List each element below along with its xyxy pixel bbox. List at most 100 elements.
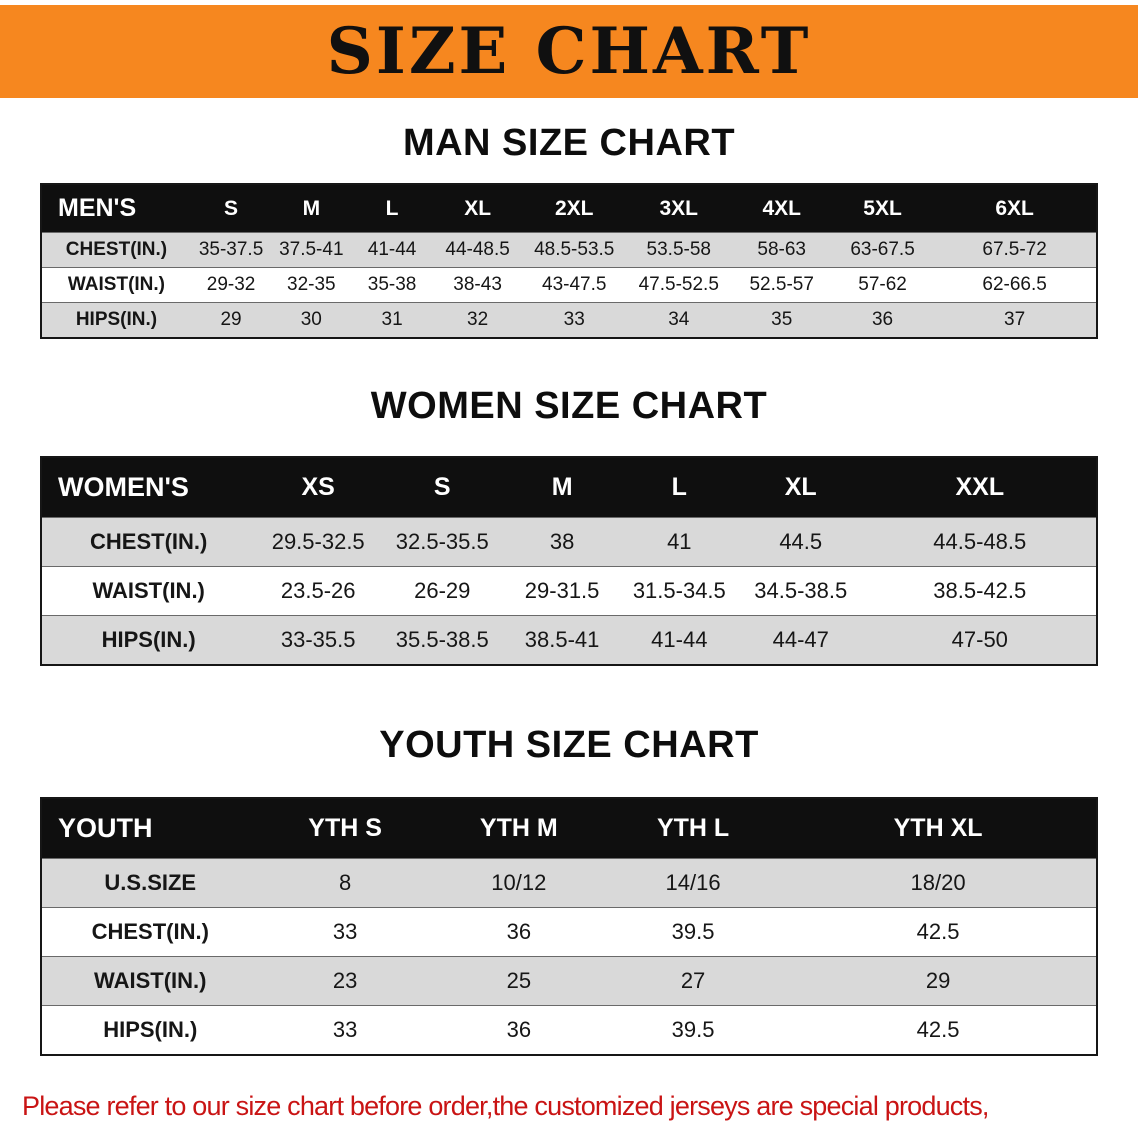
size-column-header: S	[381, 457, 504, 518]
size-value-cell: 29	[220, 309, 242, 330]
size-column-header: XL	[737, 457, 864, 518]
size-value-cell: 58-63	[757, 239, 807, 260]
women-size-chart-section: WOMEN SIZE CHART WOMEN'S XS S M L XL XXL CHEST(…	[0, 385, 1138, 666]
row-label: CHEST(IN.)	[65, 239, 168, 260]
size-column-header: 4XL	[731, 184, 832, 233]
row-label: HIPS(IN.)	[103, 1017, 198, 1042]
women-size-table: WOMEN'S XS S M L XL XXL CHEST(IN.) 29.5-32.5 32.5…	[40, 456, 1098, 666]
size-column-header: M	[503, 457, 621, 518]
size-value-cell: 38.5-41	[524, 627, 600, 652]
size-value-cell: 39.5	[671, 1017, 715, 1042]
measurement-row: HIPS(IN.) 33 36 39.5 42.5	[41, 1005, 1097, 1055]
measurement-row: CHEST(IN.) 29.5-32.5 32.5-35.5 38 41 44.5 44.5…	[41, 517, 1097, 567]
youth-chart-heading: YOUTH SIZE CHART	[379, 724, 759, 766]
size-value-cell: 53.5-58	[646, 239, 711, 260]
size-value-cell: 48.5-53.5	[534, 239, 615, 260]
corner-label: WOMEN'S	[41, 457, 256, 518]
men-size-chart-section: MAN SIZE CHART MEN'S S M L XL 2XL 3XL 4XL 5XL 6XL…	[0, 122, 1138, 339]
size-value-cell: 36	[506, 919, 532, 944]
men-chart-heading: MAN SIZE CHART	[402, 122, 736, 164]
notice-line-2: we don't accept cancel, change, teturn o…	[22, 1128, 1116, 1132]
size-column-header: XXL	[863, 457, 1097, 518]
size-value-cell: 29-32	[206, 274, 256, 295]
size-value-cell: 38.5-42.5	[933, 578, 1027, 603]
size-value-cell: 26-29	[414, 578, 471, 603]
header-row: WOMEN'S XS S M L XL XXL	[41, 457, 1097, 518]
size-column-header: XL	[432, 184, 523, 233]
size-column-header: M	[271, 184, 352, 233]
size-column-header: L	[620, 457, 738, 518]
size-value-cell: 29.5-32.5	[271, 529, 365, 554]
size-value-cell: 63-67.5	[850, 239, 915, 260]
row-label: WAIST(IN.)	[67, 274, 166, 295]
size-value-cell: 27	[680, 968, 706, 993]
row-label: CHEST(IN.)	[90, 529, 208, 554]
size-value-cell: 44.5	[779, 529, 823, 554]
size-value-cell: 39.5	[671, 919, 715, 944]
size-value-cell: 35-37.5	[198, 239, 264, 260]
size-value-cell: 37	[1004, 309, 1026, 330]
row-label: HIPS(IN.)	[75, 309, 158, 330]
row-label: WAIST(IN.)	[92, 578, 205, 603]
size-value-cell: 62-66.5	[982, 274, 1047, 295]
page-title: SIZE CHART	[326, 13, 812, 89]
size-value-cell: 52.5-57	[749, 274, 814, 295]
size-value-cell: 18/20	[910, 870, 966, 895]
row-label: CHEST(IN.)	[91, 919, 209, 944]
size-value-cell: 8	[338, 870, 352, 895]
size-column-header: XS	[255, 457, 382, 518]
size-value-cell: 41-44	[367, 239, 417, 260]
size-value-cell: 35.5-38.5	[395, 627, 489, 652]
size-value-cell: 35-38	[367, 274, 417, 295]
size-value-cell: 32	[467, 309, 489, 330]
women-chart-heading: WOMEN SIZE CHART	[370, 385, 768, 427]
size-value-cell: 42.5	[916, 1017, 960, 1042]
size-value-cell: 29	[925, 968, 951, 993]
size-value-cell: 47.5-52.5	[638, 274, 719, 295]
header-row: MEN'S S M L XL 2XL 3XL 4XL 5XL 6XL	[41, 184, 1097, 233]
row-label: U.S.SIZE	[104, 870, 197, 895]
size-value-cell: 33	[332, 919, 358, 944]
size-value-cell: 43-47.5	[542, 274, 607, 295]
size-value-cell: 44-47	[772, 627, 829, 652]
youth-size-table: YOUTH YTH S YTH M YTH L YTH XL U.S.SIZE 8 10/12…	[40, 797, 1098, 1056]
corner-label: YOUTH	[41, 798, 259, 859]
size-value-cell: 32-35	[287, 274, 336, 295]
youth-size-chart-section: YOUTH SIZE CHART YOUTH YTH S YTH M YTH L YTH…	[0, 724, 1138, 1056]
size-column-header: YTH XL	[780, 798, 1097, 859]
size-value-cell: 23.5-26	[280, 578, 356, 603]
size-value-cell: 41	[667, 529, 692, 554]
size-value-cell: 30	[300, 309, 322, 330]
measurement-row: CHEST(IN.) 35-37.5 37.5-41 41-44 44-48.5 48.5…	[41, 232, 1097, 268]
size-column-header: YTH S	[258, 798, 432, 859]
size-column-header: 2XL	[522, 184, 626, 233]
size-value-cell: 33	[332, 1017, 358, 1042]
measurement-row: WAIST(IN.) 23 25 27 29	[41, 956, 1097, 1006]
size-column-header: YTH L	[605, 798, 781, 859]
size-value-cell: 34	[668, 309, 690, 330]
size-value-cell: 31.5-34.5	[632, 578, 726, 603]
size-value-cell: 41-44	[651, 627, 708, 652]
size-column-header: S	[190, 184, 272, 233]
size-value-cell: 32.5-35.5	[395, 529, 489, 554]
men-size-table: MEN'S S M L XL 2XL 3XL 4XL 5XL 6XL CHEST(IN.) 35-37…	[40, 183, 1098, 339]
size-column-header: YTH M	[431, 798, 606, 859]
size-value-cell: 67.5-72	[982, 239, 1047, 260]
measurement-row: U.S.SIZE 8 10/12 14/16 18/20	[41, 858, 1097, 908]
size-column-header: L	[351, 184, 433, 233]
measurement-row: WAIST(IN.) 23.5-26 26-29 29-31.5 31.5-34.5 34…	[41, 566, 1097, 616]
header-row: YOUTH YTH S YTH M YTH L YTH XL	[41, 798, 1097, 859]
size-value-cell: 36	[506, 1017, 532, 1042]
size-value-cell: 37.5-41	[279, 239, 344, 260]
size-value-cell: 29-31.5	[524, 578, 600, 603]
size-value-cell: 57-62	[858, 274, 907, 295]
size-value-cell: 23	[332, 968, 358, 993]
size-value-cell: 10/12	[491, 870, 547, 895]
size-value-cell: 31	[381, 309, 403, 330]
size-value-cell: 33	[563, 309, 585, 330]
size-value-cell: 42.5	[916, 919, 960, 944]
size-value-cell: 14/16	[665, 870, 721, 895]
size-value-cell: 36	[871, 309, 894, 330]
size-column-header: 5XL	[831, 184, 934, 233]
